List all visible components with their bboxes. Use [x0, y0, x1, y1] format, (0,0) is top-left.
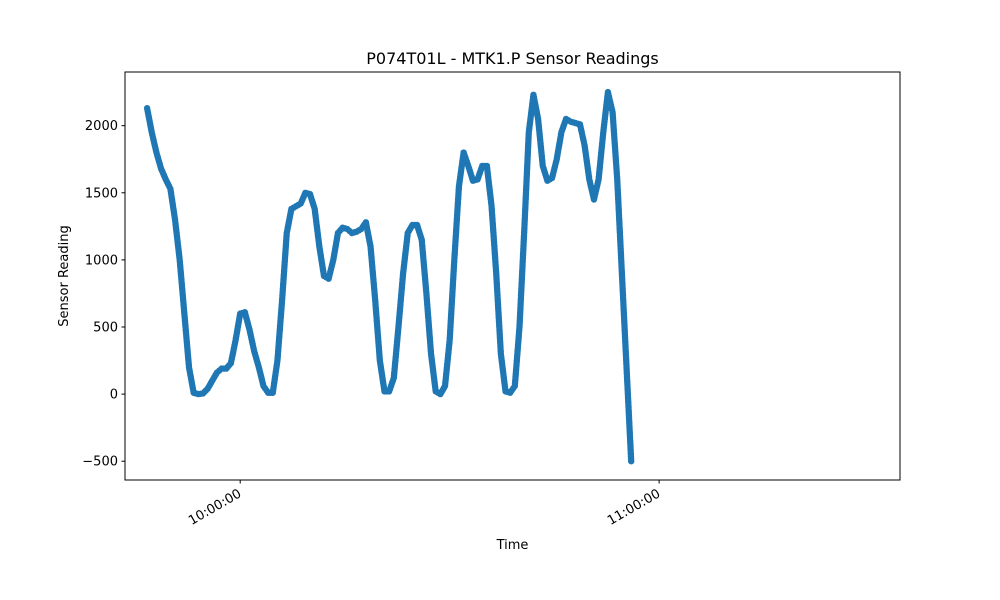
data-point	[627, 458, 635, 465]
y-tick-label: 500	[93, 321, 118, 336]
y-axis-label: Sensor Reading	[57, 225, 72, 326]
y-tick-label: 2000	[85, 119, 118, 134]
y-tick-label: 1000	[85, 253, 118, 268]
y-tick-label: −500	[82, 455, 118, 470]
x-axis-label: Time	[496, 538, 529, 553]
data-points	[143, 88, 635, 465]
y-axis: −500 0 500 1000 1500 2000	[82, 119, 125, 470]
chart-title: P074T01L - MTK1.P Sensor Readings	[366, 49, 658, 68]
y-tick-label: 0	[110, 388, 118, 403]
plot-frame	[124, 71, 901, 481]
y-tick-label: 1500	[85, 186, 118, 201]
